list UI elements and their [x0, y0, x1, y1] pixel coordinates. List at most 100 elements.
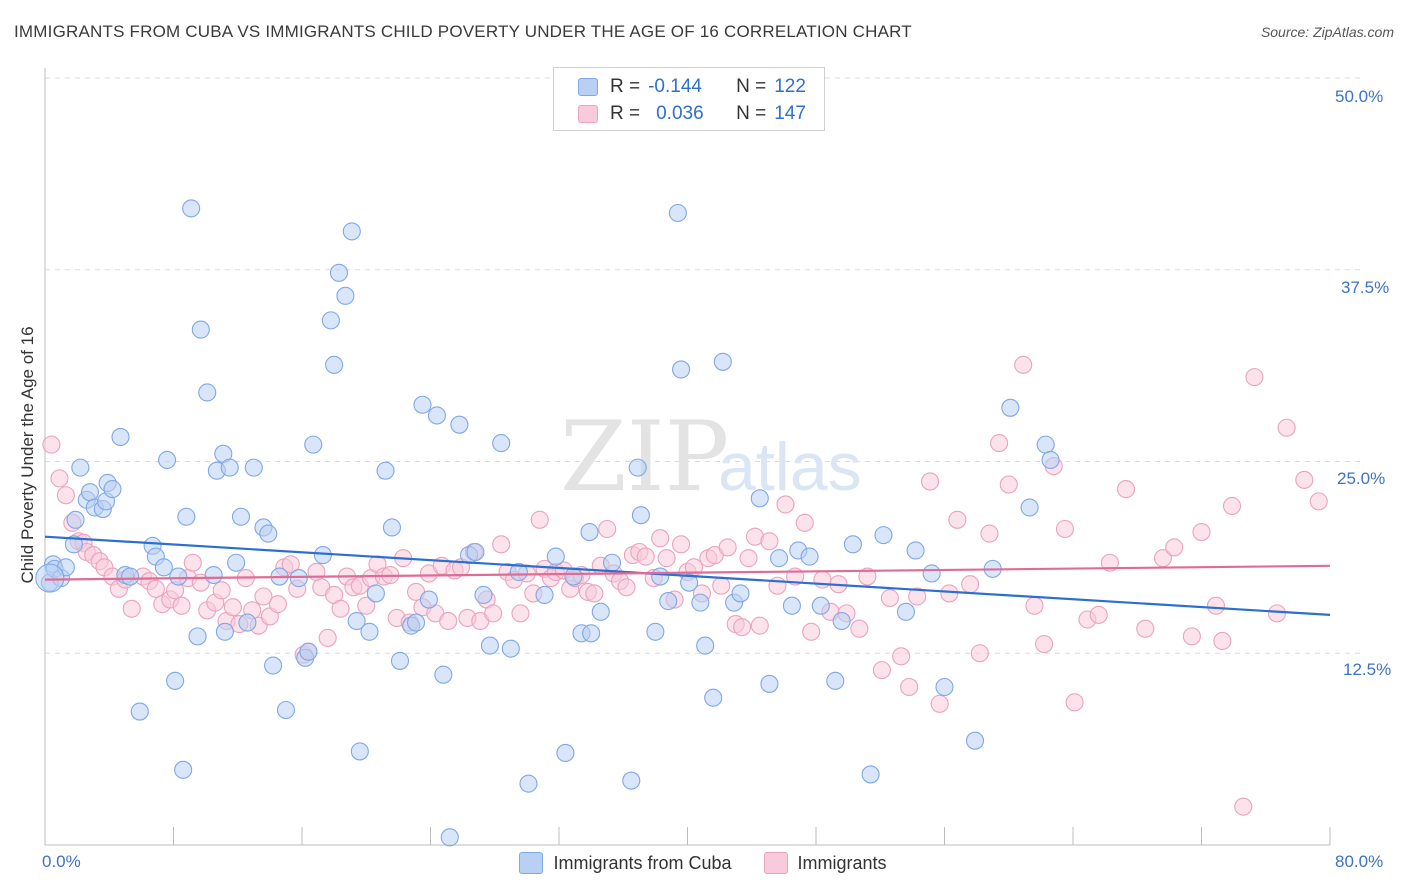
- source-note: Source: ZipAtlas.com: [1260, 24, 1394, 40]
- immigrants-trend-line: [44, 564, 1331, 581]
- immigrants-point: [598, 519, 617, 539]
- chart-title: IMMIGRANTS FROM CUBA VS IMMIGRANTS CHILD…: [14, 22, 912, 41]
- cuba-point: [121, 567, 140, 586]
- immigrants-point: [50, 469, 69, 488]
- immigrants-point: [1100, 553, 1119, 572]
- cuba-point: [466, 542, 485, 562]
- immigrants-point: [920, 472, 940, 491]
- legend-item-cuba: Immigrants from Cuba: [519, 852, 732, 874]
- cuba-point: [342, 222, 361, 241]
- legend-n-value: 147: [774, 103, 806, 124]
- immigrants-point: [1165, 538, 1184, 557]
- y-tick-label-25: 25.0%: [1337, 469, 1386, 488]
- cuba-point: [299, 642, 318, 661]
- immigrants-point: [318, 628, 337, 647]
- cuba-point: [434, 665, 453, 684]
- immigrants-point: [850, 619, 869, 638]
- cuba-point: [376, 461, 395, 480]
- cuba-point: [220, 458, 239, 477]
- cuba-point: [546, 547, 565, 566]
- cuba-point: [704, 688, 723, 707]
- cuba-point: [188, 627, 207, 646]
- immigrants-point: [1295, 470, 1314, 489]
- cuba-point: [450, 415, 469, 434]
- immigrants-point: [307, 562, 326, 581]
- immigrants-point: [1065, 693, 1084, 712]
- cuba-point: [227, 553, 246, 572]
- immigrants-point: [56, 486, 75, 505]
- cuba-point: [66, 510, 85, 529]
- cuba-point: [480, 636, 499, 655]
- cuba-point: [750, 489, 769, 508]
- immigrants-point: [1014, 355, 1033, 374]
- cuba-point: [158, 450, 177, 470]
- legend-swatch-immigrants: [578, 105, 598, 123]
- immigrants-point: [712, 576, 731, 595]
- cuba-point: [64, 535, 83, 554]
- cuba-point: [861, 765, 880, 784]
- cuba-point: [111, 427, 130, 447]
- cuba-point: [1041, 450, 1060, 470]
- legend-label-cuba: Immigrants from Cuba: [553, 852, 732, 873]
- y-axis-label: Child Poverty Under the Age of 16: [18, 326, 37, 584]
- cuba-point: [347, 611, 366, 631]
- cuba-point: [166, 671, 185, 690]
- immigrants-point: [1192, 523, 1211, 542]
- cuba-point: [832, 611, 851, 631]
- cuba-point: [922, 564, 941, 583]
- immigrants-point: [42, 435, 61, 454]
- cuba-point: [244, 458, 263, 477]
- immigrants-point: [172, 596, 191, 615]
- immigrants-point: [1035, 634, 1054, 654]
- immigrants-point: [1136, 619, 1155, 638]
- immigrants-point: [880, 588, 899, 608]
- cuba-point: [602, 553, 622, 572]
- legend-label-immigrants: Immigrants: [797, 852, 887, 873]
- axes: [44, 68, 1331, 846]
- watermark-atlas: atlas: [718, 429, 862, 505]
- cuba-point: [204, 565, 223, 585]
- immigrants-point: [1222, 496, 1242, 516]
- cuba-point: [826, 671, 845, 690]
- cuba-point: [800, 547, 819, 566]
- immigrants-point: [908, 587, 927, 606]
- immigrants-point: [1213, 631, 1232, 651]
- cuba-point: [264, 656, 283, 675]
- legend-r-value: -0.144: [648, 76, 702, 97]
- cuba-point: [174, 760, 193, 779]
- legend-n-label: N =: [736, 103, 767, 124]
- cuba-point: [390, 651, 410, 670]
- cuba-point: [276, 700, 295, 720]
- immigrants-point: [331, 599, 350, 618]
- immigrants-point: [1267, 604, 1287, 623]
- legend-n-label: N =: [736, 76, 767, 97]
- immigrants-point: [802, 622, 821, 641]
- immigrants-point: [970, 644, 989, 663]
- legend-n-value: 122: [774, 76, 806, 97]
- immigrants-point: [980, 524, 999, 543]
- cuba-point: [582, 624, 601, 643]
- immigrants-point: [183, 553, 202, 572]
- cuba-point: [535, 585, 554, 605]
- immigrants-point: [212, 581, 231, 600]
- immigrants-point: [585, 584, 604, 603]
- immigrants-point: [617, 578, 636, 597]
- immigrants-point: [900, 677, 919, 697]
- immigrants-point: [651, 529, 670, 548]
- cuba-point: [289, 569, 308, 588]
- cuba-point: [474, 585, 493, 605]
- cuba-point: [103, 480, 122, 499]
- cuba-point: [321, 311, 340, 330]
- cuba-point: [182, 199, 201, 218]
- immigrants-point: [439, 611, 458, 631]
- immigrants-point: [672, 535, 691, 554]
- legend-r-label: R =: [610, 103, 641, 124]
- cuba-point: [406, 613, 426, 632]
- immigrants-point: [1309, 492, 1328, 511]
- immigrants-point: [511, 604, 530, 623]
- immigrants-point: [892, 647, 911, 666]
- cuba-point: [238, 613, 257, 632]
- cuba-point: [760, 674, 779, 693]
- cuba-point: [413, 395, 432, 414]
- watermark-zip: ZIP: [560, 401, 729, 513]
